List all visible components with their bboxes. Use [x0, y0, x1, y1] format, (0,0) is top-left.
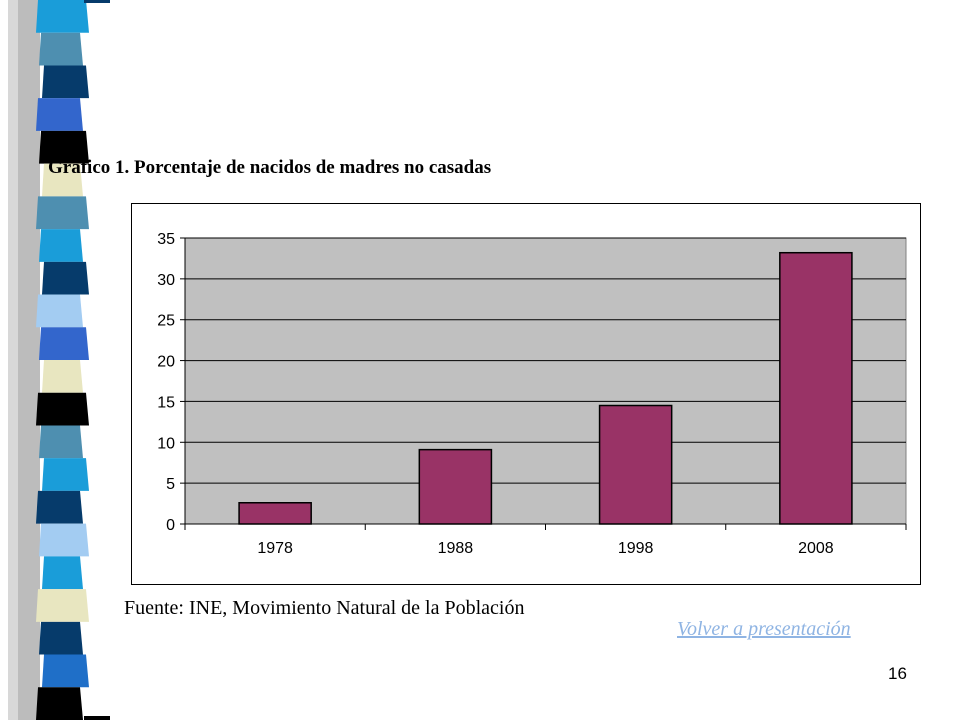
bar-chart: 0 5 10 15 20 25 30 35 1978 1988 1998 2008 [131, 203, 921, 585]
strip-block [39, 425, 83, 459]
strip-block [42, 654, 89, 688]
y-tick-label: 20 [157, 354, 175, 371]
x-tick-label: 1998 [618, 540, 654, 557]
strip-block [42, 556, 83, 590]
strip-block [39, 32, 83, 66]
bar-2008 [779, 251, 853, 525]
strip-block [42, 360, 83, 393]
strip-shadow [18, 0, 40, 720]
strip-block [39, 621, 83, 655]
bar-1998 [598, 404, 673, 525]
strip-block [36, 687, 83, 720]
strip-block [36, 98, 83, 131]
strip-block [36, 196, 89, 230]
decorative-strip [8, 0, 110, 720]
strip-block [39, 523, 89, 557]
strip-block [42, 65, 89, 99]
strip-block [36, 0, 89, 33]
source-note: Fuente: INE, Movimiento Natural de la Po… [124, 597, 525, 619]
strip-block [36, 392, 89, 426]
strip-block [36, 490, 83, 524]
y-tick-label: 0 [166, 517, 175, 534]
strip-shadow [8, 0, 20, 720]
y-tick-label: 30 [157, 272, 175, 289]
y-tick-label: 35 [157, 231, 175, 248]
chart-title: Gráfico 1. Porcentaje de nacidos de madr… [48, 157, 492, 178]
strip-block [39, 229, 83, 262]
strip-block [39, 327, 89, 360]
strip-accent [84, 0, 110, 3]
y-tick-label: 15 [157, 394, 175, 411]
x-tick-label: 2008 [798, 540, 834, 557]
strip-block [39, 130, 89, 164]
y-tick-label: 10 [157, 435, 175, 452]
x-tick-label: 1978 [257, 540, 293, 557]
page-number: 16 [888, 664, 907, 683]
bar-1978 [238, 502, 312, 525]
back-to-presentation-link[interactable]: Volver a presentación [677, 618, 851, 640]
strip-accent [84, 716, 110, 720]
bar-1988 [418, 448, 493, 525]
y-tick-label: 5 [166, 476, 175, 493]
strip-block [36, 294, 83, 328]
strip-block [42, 458, 89, 491]
strip-block [42, 261, 89, 295]
y-tick-label: 25 [157, 313, 175, 330]
strip-block [42, 163, 83, 197]
x-tick-label: 1988 [438, 540, 474, 557]
strip-block [36, 589, 89, 622]
